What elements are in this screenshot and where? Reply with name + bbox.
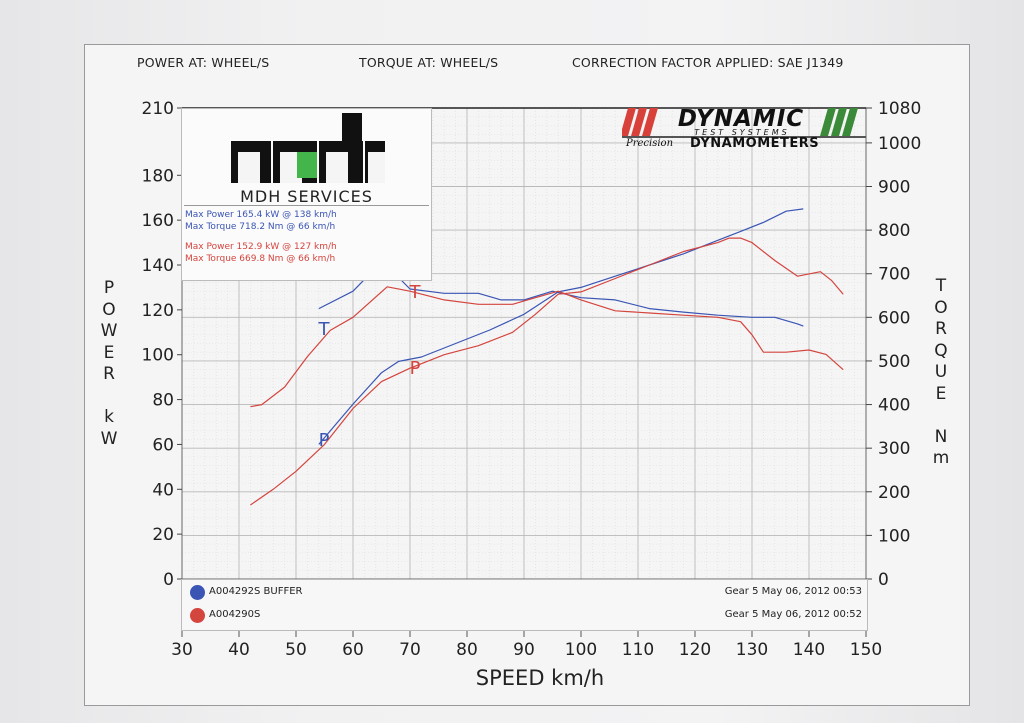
left-axis-letter-4: R: [103, 364, 115, 384]
y-left-tick-label: 80: [152, 391, 174, 411]
curve-letter-1: P: [319, 430, 330, 451]
x-tick-label: 100: [565, 640, 597, 660]
y-right-tick-label: 100: [878, 526, 910, 546]
x-tick-label: 130: [736, 640, 768, 660]
left-axis-letter-7: W: [100, 428, 118, 449]
y-left-tick-label: 40: [152, 480, 174, 500]
x-tick-label: 30: [171, 640, 193, 660]
y-left-tick-label: 180: [142, 166, 174, 186]
axes: 30 40 50 60 70 80 90 100 110 120 130 140 150 0 20 40 60 8…: [142, 99, 922, 660]
y-right-tick-label: 900: [878, 178, 910, 198]
brand-dyn: DYNAMOMETERS: [690, 136, 820, 151]
series-0-power-line: [318, 208, 804, 445]
x-tick-label: 90: [513, 640, 535, 660]
header-torque: TORQUE AT: WHEEL/S: [359, 55, 499, 70]
y-left-tick-label: 160: [142, 211, 174, 231]
run2-max-power: Max Power 152.9 kW @ 127 km/h: [185, 242, 337, 252]
right-axis-letter-5: E: [935, 383, 947, 404]
legend-name-run1: A004292S BUFFER: [209, 586, 303, 597]
y-right-tick-label: 1000: [878, 134, 921, 154]
y-left-tick-label: 140: [142, 256, 174, 276]
y-right-tick-label: 500: [878, 352, 910, 372]
y-left-tick-label: 0: [163, 570, 174, 590]
series-2-power-line: [250, 237, 844, 506]
series-3-torque-line: [250, 286, 844, 408]
curve-letter-0: T: [318, 319, 331, 340]
x-tick-label: 140: [793, 640, 825, 660]
x-tick-label: 50: [285, 640, 307, 660]
left-axis-letter-3: E: [103, 342, 115, 363]
logo-divider: [184, 205, 429, 206]
y-right-tick-label: 300: [878, 439, 910, 459]
y-left-tick-label: 120: [142, 301, 174, 321]
x-tick-label: 150: [850, 640, 882, 660]
brand-title: DYNAMIC: [677, 106, 805, 132]
run1-max-power: Max Power 165.4 kW @ 138 km/h: [185, 210, 337, 220]
right-axis-letter-7: N: [934, 426, 948, 447]
y-left-tick-label: 20: [152, 525, 174, 545]
y-left-tick-label: 100: [142, 346, 174, 366]
header-power: POWER AT: WHEEL/S: [137, 55, 270, 70]
left-axis-letter-0: P: [103, 278, 115, 298]
run2-max-torque: Max Torque 669.8 Nm @ 66 km/h: [185, 254, 336, 264]
legend-name-run2: A004290S: [209, 609, 261, 620]
y-right-tick-label: 400: [878, 396, 910, 416]
y-right-tick-label: 700: [878, 265, 910, 285]
y-right-tick-label: 0: [878, 570, 889, 590]
curves: [250, 208, 844, 506]
x-tick-label: 40: [228, 640, 250, 660]
right-axis-letter-4: U: [934, 362, 948, 382]
legend: A004292S BUFFER Gear 5 May 06, 2012 00:5…: [181, 579, 868, 631]
right-axis-letter-1: O: [934, 297, 948, 318]
curve-labels: T P T P: [318, 282, 422, 451]
right-axis-letter-8: m: [932, 448, 950, 468]
brand-precision: Precision: [626, 138, 674, 149]
x-tick-label: 80: [456, 640, 478, 660]
x-tick-label: 70: [399, 640, 421, 660]
left-axis-letter-6: k: [104, 407, 114, 427]
y-right-tick-label: 1080: [878, 99, 921, 119]
run1-max-torque: Max Torque 718.2 Nm @ 66 km/h: [185, 222, 336, 232]
right-axis-letter-0: T: [935, 276, 947, 296]
legend-dot-run2: [190, 608, 205, 623]
y-right-tick-label: 200: [878, 483, 910, 503]
legend-info-run2: Gear 5 May 06, 2012 00:52: [724, 609, 862, 620]
x-tick-label: 60: [342, 640, 364, 660]
brand-sub: TEST SYSTEMS: [694, 128, 790, 137]
y-right-tick-label: 800: [878, 221, 910, 241]
y-right-tick-label: 600: [878, 308, 910, 328]
logo-name: MDH SERVICES: [240, 187, 373, 206]
left-axis-letter-1: O: [102, 299, 116, 320]
header-correction: CORRECTION FACTOR APPLIED: SAE J1349: [572, 55, 844, 70]
y-left-tick-label: 210: [142, 99, 174, 119]
curve-letter-3: P: [410, 358, 421, 379]
legend-info-run1: Gear 5 May 06, 2012 00:53: [724, 586, 862, 597]
right-axis-letter-6: [929, 405, 953, 427]
x-axis-label: SPEED km/h: [475, 666, 605, 690]
mdh-logo-icon: [231, 113, 385, 183]
right-axis-letter-3: Q: [934, 340, 948, 361]
x-tick-label: 110: [622, 640, 654, 660]
curve-letter-2: T: [409, 282, 422, 303]
mdh-logo-box: MDH SERVICES Max Power 165.4 kW @ 138 km…: [181, 108, 432, 281]
right-axis-letter-2: R: [935, 319, 947, 339]
dynamic-test-systems-logo: DYNAMIC TEST SYSTEMS Precision DYNAMOMET…: [622, 106, 866, 152]
x-tick-label: 120: [679, 640, 711, 660]
left-axis-letter-2: W: [100, 321, 118, 341]
left-axis-letter-5: [97, 386, 121, 408]
y-left-tick-label: 60: [152, 435, 174, 455]
legend-dot-run1: [190, 585, 205, 600]
